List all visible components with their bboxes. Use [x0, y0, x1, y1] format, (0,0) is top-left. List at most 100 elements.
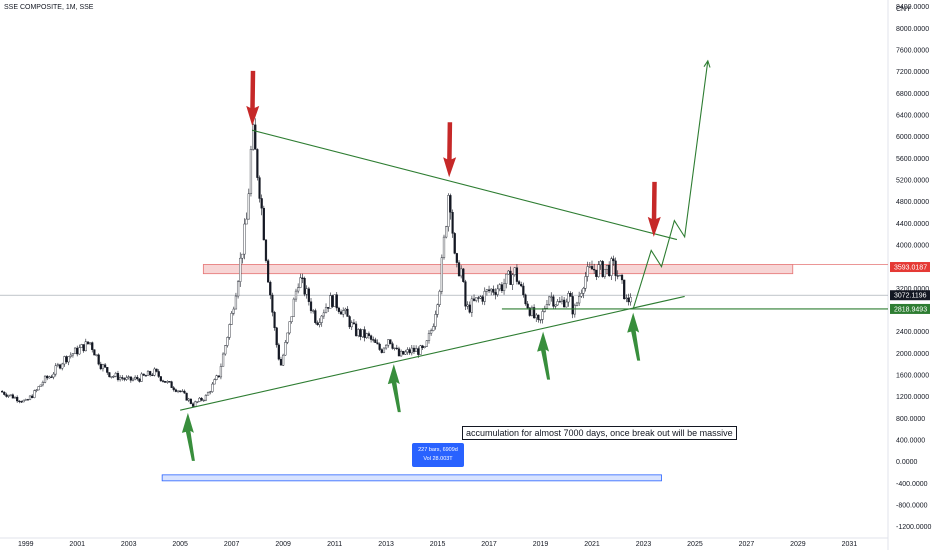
candle-192 [412, 345, 416, 355]
candle-body [554, 304, 557, 307]
candle-body [48, 376, 51, 379]
currency-label: CNY [896, 6, 911, 13]
candle-body [131, 378, 135, 381]
marker-arrow-up-3 [181, 412, 195, 461]
candle-body [108, 372, 111, 378]
range-volume-label: Vol 28.003T [423, 456, 453, 462]
series-projection [632, 60, 709, 310]
candle-94 [202, 399, 205, 402]
candle-279 [599, 259, 602, 270]
candle-79 [170, 380, 173, 388]
candle-body [352, 322, 356, 325]
candle-182 [391, 341, 394, 350]
candle-body [391, 343, 394, 349]
candle-18 [39, 384, 42, 387]
candle-73 [157, 369, 160, 378]
candle-259 [556, 298, 559, 306]
annotation-text-box[interactable]: accumulation for almost 7000 days, once … [462, 426, 737, 440]
candle-body [466, 304, 469, 307]
candle-body [481, 296, 484, 302]
candle-body [159, 376, 162, 381]
candle-148 [318, 318, 321, 328]
candle-body [492, 288, 495, 293]
x-tick-label-3: 2005 [172, 541, 188, 548]
candle-body [372, 339, 375, 341]
candle-body [217, 375, 220, 378]
symbol-title: SSE COMPOSITE, 1M, SSE [4, 4, 94, 11]
candle-110 [236, 279, 240, 299]
candle-body [455, 253, 458, 263]
candle-115 [247, 188, 250, 220]
candle-26 [56, 362, 60, 368]
candle-217 [466, 301, 469, 310]
candle-body [494, 292, 497, 295]
candle-227 [487, 285, 491, 294]
candle-250 [537, 314, 540, 323]
candle-220 [472, 294, 476, 302]
candle-145 [312, 309, 315, 314]
x-tick-label-4: 2007 [224, 541, 240, 548]
candle-body [226, 337, 229, 346]
candle-body [406, 349, 409, 353]
candle-88 [189, 398, 192, 405]
series-lower-trendline [180, 295, 685, 411]
candle-body [134, 376, 137, 380]
candle-body [84, 341, 87, 352]
candle-195 [419, 344, 422, 355]
candle-101 [217, 375, 220, 378]
candle-128 [275, 326, 278, 348]
candle-body [213, 379, 216, 385]
candle-body [230, 313, 233, 325]
candle-163 [350, 320, 353, 331]
candle-body [520, 284, 523, 287]
candle-240 [515, 264, 519, 285]
candle-111 [239, 252, 242, 287]
candle-body [550, 296, 553, 298]
candle-body [537, 314, 540, 320]
candle-2 [5, 392, 8, 398]
candle-207 [445, 225, 448, 239]
candle-body [196, 401, 199, 403]
candle-172 [369, 334, 373, 343]
candle-body [5, 394, 8, 397]
candle-body [408, 349, 411, 354]
y-tick-label-24: 8400.0000 [896, 4, 929, 11]
candle-4 [9, 394, 12, 397]
candle-body [99, 363, 102, 370]
candle-body [567, 293, 570, 303]
candle-body [116, 372, 120, 380]
candle-body [526, 303, 529, 309]
candle-body [24, 399, 27, 401]
candle-225 [483, 287, 486, 306]
date-range-tag[interactable]: 227 bars, 6909d Vol 28.003T [412, 443, 464, 467]
candle-body [590, 266, 594, 270]
candle-136 [292, 297, 295, 317]
candle-267 [573, 303, 576, 318]
candle-body [316, 322, 319, 325]
candle-body [545, 304, 549, 309]
candle-244 [524, 293, 527, 306]
candle-3 [7, 394, 10, 399]
candle-93 [200, 397, 203, 402]
candle-body [284, 342, 287, 356]
candle-238 [511, 273, 514, 290]
candle-71 [153, 367, 156, 377]
candle-69 [149, 370, 152, 377]
candle-51 [110, 376, 113, 379]
candle-176 [378, 342, 381, 351]
candle-body [511, 274, 514, 285]
candle-body [161, 380, 165, 382]
candle-141 [303, 276, 306, 297]
candle-98 [211, 381, 214, 393]
candle-258 [554, 304, 557, 309]
candle-209 [449, 193, 452, 220]
candle-body [532, 307, 536, 319]
candle-130 [279, 356, 283, 366]
candle-76 [164, 381, 167, 383]
candle-body [211, 383, 214, 392]
candle-body [505, 273, 508, 285]
candle-body [294, 290, 298, 300]
candle-body [224, 345, 227, 355]
candle-body [299, 277, 302, 288]
